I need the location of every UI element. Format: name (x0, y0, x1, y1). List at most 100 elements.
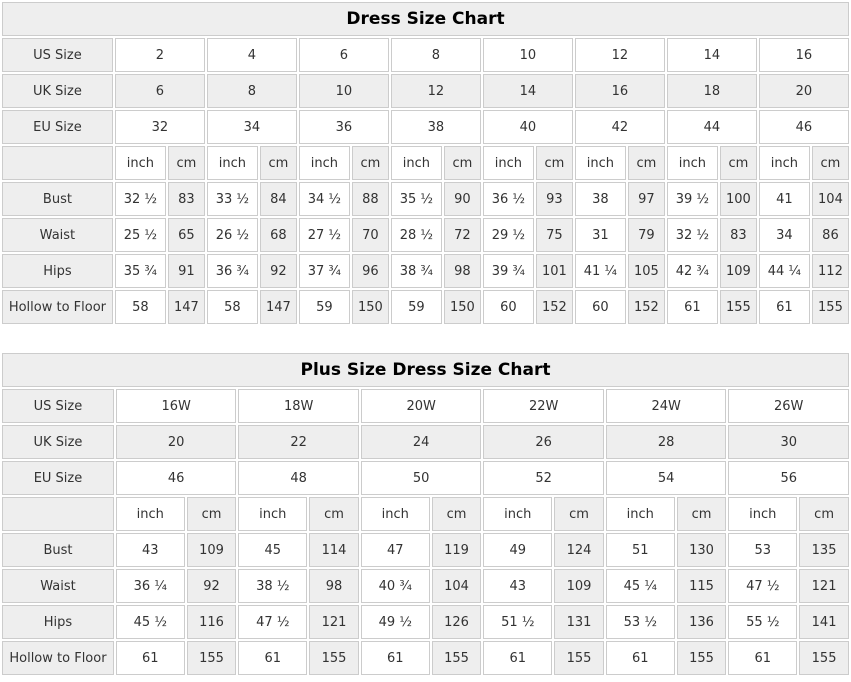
unit-inch-label: inch (390, 146, 442, 180)
size-value-cell: 20 (758, 74, 849, 108)
size-value-cell: 16 (574, 74, 665, 108)
unit-cm-label: cm (167, 146, 205, 180)
size-value-cell: 8 (390, 38, 481, 72)
unit-inch-label: inch (114, 146, 166, 180)
measurement-inch-cell: 38 ¾ (390, 254, 442, 288)
size-value-cell: 20W (360, 389, 482, 423)
measurement-label: Waist (2, 569, 114, 603)
measurement-cm-cell: 104 (811, 182, 849, 216)
measurement-cm-cell: 152 (535, 290, 573, 324)
measurement-inch-cell: 43 (115, 533, 185, 567)
dress-size-chart-table: Dress Size Chart US Size 2 4 6 8 10 12 14 16 UK Si… (0, 0, 851, 326)
measurement-cm-cell: 68 (259, 218, 297, 252)
plus-size-dress-size-chart-table: Plus Size Dress Size Chart US Size 16W 18W 2… (0, 351, 851, 677)
measurement-cm-cell: 155 (719, 290, 757, 324)
measurement-cm-cell: 104 (431, 569, 482, 603)
measurement-inch-cell: 26 ½ (206, 218, 258, 252)
measurement-cm-cell: 119 (431, 533, 482, 567)
unit-cm-label: cm (554, 497, 604, 531)
chart-title: Dress Size Chart (2, 2, 849, 36)
measurement-inch-cell: 60 (482, 290, 534, 324)
measurement-inch-cell: 34 ½ (298, 182, 350, 216)
size-value-cell: 20 (115, 425, 237, 459)
measurement-cm-cell: 135 (799, 533, 849, 567)
size-value-cell: 16W (115, 389, 237, 423)
measurement-cm-cell: 121 (799, 569, 849, 603)
measurement-inch-cell: 45 (238, 533, 308, 567)
table-gap (0, 326, 851, 351)
unit-inch-label: inch (728, 497, 798, 531)
measurement-label: Hips (2, 254, 113, 288)
size-row-label: UK Size (2, 425, 114, 459)
measurement-inch-cell: 45 ¼ (605, 569, 675, 603)
measurement-cm-cell: 75 (535, 218, 573, 252)
measurement-inch-cell: 59 (390, 290, 442, 324)
measurement-cm-cell: 115 (676, 569, 727, 603)
measurement-cm-cell: 98 (443, 254, 481, 288)
measurement-inch-cell: 47 ½ (238, 605, 308, 639)
unit-inch-label: inch (115, 497, 185, 531)
size-value-cell: 48 (238, 461, 359, 495)
measurement-inch-cell: 35 ¾ (114, 254, 166, 288)
measurement-inch-cell: 39 ¾ (482, 254, 534, 288)
measurement-inch-cell: 33 ½ (206, 182, 258, 216)
measurement-cm-cell: 83 (167, 182, 205, 216)
unit-inch-label: inch (574, 146, 626, 180)
measurement-inch-cell: 59 (298, 290, 350, 324)
size-value-cell: 26W (728, 389, 849, 423)
unit-inch-label: inch (360, 497, 430, 531)
measurement-inch-cell: 51 ½ (483, 605, 553, 639)
unit-empty-cell (2, 497, 114, 531)
size-value-cell: 54 (605, 461, 727, 495)
size-value-cell: 44 (666, 110, 757, 144)
chart-title: Plus Size Dress Size Chart (2, 353, 849, 387)
size-value-cell: 28 (605, 425, 727, 459)
measurement-inch-cell: 61 (360, 641, 430, 675)
measurement-cm-cell: 88 (351, 182, 389, 216)
measurement-inch-cell: 32 ½ (114, 182, 166, 216)
measurement-inch-cell: 49 (483, 533, 553, 567)
size-row-label: EU Size (2, 461, 114, 495)
size-value-cell: 26 (483, 425, 604, 459)
measurement-inch-cell: 61 (115, 641, 185, 675)
measurement-inch-cell: 38 (574, 182, 626, 216)
size-value-cell: 6 (298, 38, 389, 72)
size-value-cell: 38 (390, 110, 481, 144)
measurement-cm-cell: 109 (186, 533, 237, 567)
measurement-label: Waist (2, 218, 113, 252)
size-value-cell: 10 (298, 74, 389, 108)
size-value-cell: 4 (206, 38, 297, 72)
measurement-inch-cell: 40 ¾ (360, 569, 430, 603)
chart-title-row: Plus Size Dress Size Chart (2, 353, 849, 387)
measurement-cm-cell: 147 (259, 290, 297, 324)
measurement-cm-cell: 114 (309, 533, 359, 567)
measurement-inch-cell: 61 (605, 641, 675, 675)
measurement-cm-cell: 90 (443, 182, 481, 216)
measurement-inch-cell: 60 (574, 290, 626, 324)
size-value-cell: 22 (238, 425, 359, 459)
unit-empty-cell (2, 146, 113, 180)
measurement-label: Bust (2, 533, 114, 567)
unit-inch-label: inch (666, 146, 718, 180)
measurement-inch-cell: 36 ¾ (206, 254, 258, 288)
unit-cm-label: cm (309, 497, 359, 531)
size-value-cell: 42 (574, 110, 665, 144)
measurement-cm-cell: 136 (676, 605, 727, 639)
measurement-cm-cell: 126 (431, 605, 482, 639)
measurement-inch-cell: 51 (605, 533, 675, 567)
measurement-inch-cell: 42 ¾ (666, 254, 718, 288)
measurement-label: Hips (2, 605, 114, 639)
measurement-inch-cell: 53 ½ (605, 605, 675, 639)
unit-cm-label: cm (535, 146, 573, 180)
measurement-cm-cell: 96 (351, 254, 389, 288)
size-row: US Size 16W 18W 20W 22W 24W 26W (2, 389, 849, 423)
size-value-cell: 2 (114, 38, 205, 72)
size-row-label: US Size (2, 38, 113, 72)
size-value-cell: 24 (360, 425, 482, 459)
measurement-cm-cell: 112 (811, 254, 849, 288)
measurement-cm-cell: 155 (799, 641, 849, 675)
measurement-row: Waist 25 ½ 65 26 ½ 68 27 ½ 70 28 ½ 72 29 ½ 75 31 79 3… (2, 218, 849, 252)
unit-cm-label: cm (443, 146, 481, 180)
measurement-inch-cell: 61 (483, 641, 553, 675)
